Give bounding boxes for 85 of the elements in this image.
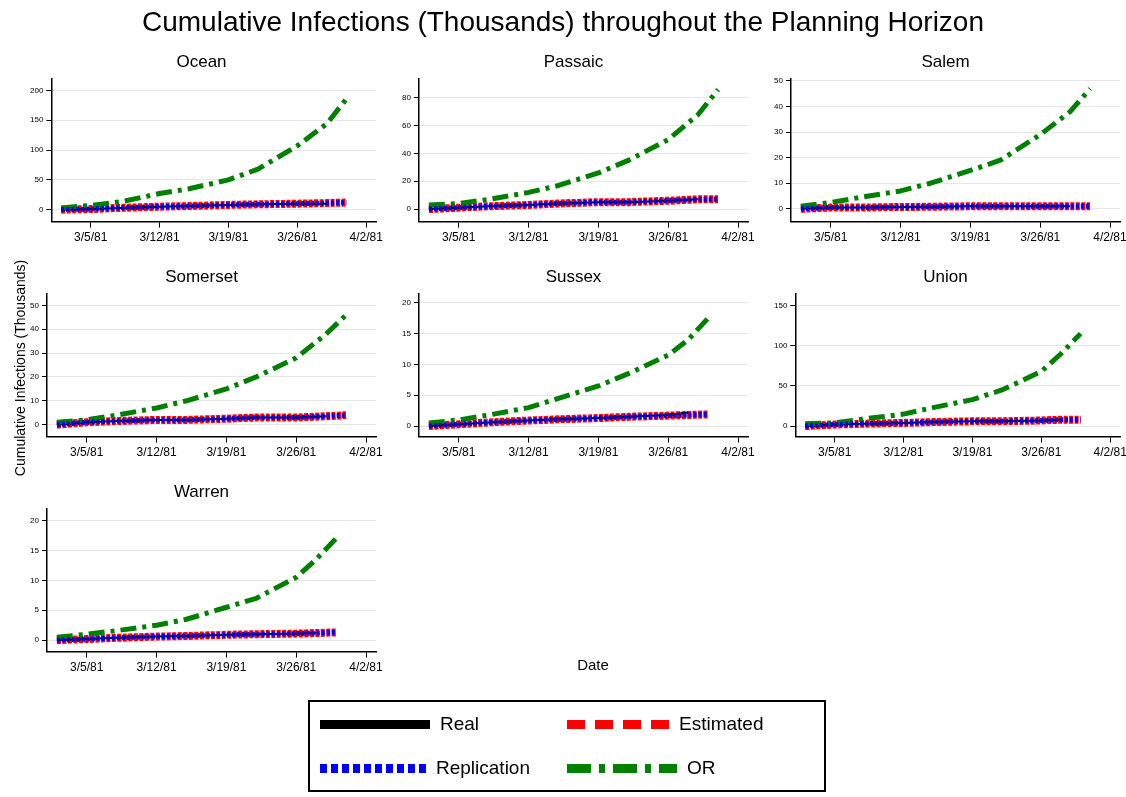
x-tick-label: 3/12/81 <box>136 445 177 460</box>
x-tick-label: 3/12/81 <box>880 230 921 245</box>
x-tick-label: 3/19/81 <box>208 230 249 245</box>
y-tick-label: 0 <box>406 421 412 431</box>
y-tick-label: 30 <box>29 348 40 358</box>
legend-label: Real <box>440 713 480 735</box>
x-tick-label: 3/26/81 <box>277 230 318 245</box>
y-tick-label: 200 <box>29 85 44 95</box>
y-tick-label: 20 <box>29 372 40 382</box>
chart-title: Warren <box>173 481 230 501</box>
chart-title: Union <box>923 266 968 286</box>
x-tick-label: 4/2/81 <box>1093 445 1126 460</box>
x-tick-label: 3/12/81 <box>508 445 549 460</box>
y-tick-label: 0 <box>34 419 40 429</box>
y-tick-label: 0 <box>406 204 412 214</box>
y-tick-label: 20 <box>773 152 784 162</box>
y-tick-label: 50 <box>778 381 788 391</box>
y-tick-label: 5 <box>406 390 412 400</box>
y-tick-label: 0 <box>38 204 44 214</box>
x-tick-label: 3/26/81 <box>276 445 317 460</box>
chart-title: Somerset <box>165 266 239 286</box>
y-tick-label: 10 <box>401 359 412 369</box>
x-tick-label: 3/26/81 <box>1020 230 1061 245</box>
y-tick-label: 40 <box>773 101 784 111</box>
chart-title: Sussex <box>545 266 602 286</box>
y-tick-label: 15 <box>401 328 412 338</box>
x-tick-label: 3/12/81 <box>883 445 924 460</box>
y-tick-label: 150 <box>29 115 44 125</box>
y-tick-label: 60 <box>401 120 412 130</box>
y-tick-label: 80 <box>401 93 412 103</box>
x-tick-label: 3/26/81 <box>648 230 689 245</box>
y-tick-label: 30 <box>773 127 784 137</box>
x-tick-label: 3/19/81 <box>206 445 247 460</box>
y-tick-label: 100 <box>773 340 788 350</box>
y-tick-label: 20 <box>401 297 412 307</box>
y-tick-label: 50 <box>29 300 40 310</box>
x-tick-label: 3/5/81 <box>70 445 104 460</box>
x-tick-label: 3/19/81 <box>950 230 991 245</box>
x-tick-label: 4/2/81 <box>349 445 384 460</box>
x-tick-label: 4/2/81 <box>721 445 756 460</box>
x-tick-label: 3/5/81 <box>74 230 108 245</box>
y-axis-title: Cumulative Infections (Thousands) <box>12 258 28 479</box>
legend-label: OR <box>687 757 716 779</box>
x-tick-label: 3/12/81 <box>139 230 180 245</box>
y-tick-label: 0 <box>34 635 40 645</box>
y-tick-label: 40 <box>29 324 40 334</box>
x-tick-label: 3/12/81 <box>136 660 177 675</box>
x-tick-label: 3/19/81 <box>578 445 619 460</box>
y-tick-label: 10 <box>29 396 40 405</box>
x-tick-label: 3/26/81 <box>276 660 317 675</box>
x-tick-label: 3/19/81 <box>578 230 619 245</box>
y-tick-label: 50 <box>34 175 44 185</box>
y-tick-label: 150 <box>773 300 788 310</box>
chart-title: Salem <box>921 51 970 71</box>
legend-label: Estimated <box>679 713 764 735</box>
x-tick-label: 4/2/81 <box>1093 230 1126 245</box>
legend-label: Replication <box>436 757 530 779</box>
x-tick-label: 4/2/81 <box>349 230 384 245</box>
x-tick-label: 3/26/81 <box>1021 445 1062 460</box>
x-tick-label: 4/2/81 <box>349 660 384 675</box>
x-tick-label: 3/5/81 <box>442 230 476 245</box>
text: Cumulative Infections (Thousands) throughout the Planning Horizon <box>140 6 985 38</box>
x-axis-title: Date <box>577 656 609 673</box>
y-tick-label: 5 <box>34 605 40 615</box>
x-tick-label: 3/12/81 <box>508 230 549 245</box>
y-tick-label: 0 <box>782 421 788 431</box>
x-tick-label: 4/2/81 <box>721 230 756 245</box>
y-tick-label: 40 <box>401 148 412 158</box>
x-tick-label: 3/19/81 <box>206 660 247 675</box>
y-tick-label: 20 <box>29 515 40 525</box>
x-tick-label: 3/5/81 <box>814 230 848 245</box>
y-tick-label: 50 <box>773 76 784 86</box>
x-tick-label: 3/5/81 <box>70 660 104 675</box>
chart-title: Ocean <box>176 51 227 71</box>
chart-title: Passaic <box>543 51 604 71</box>
y-tick-label: 0 <box>778 204 784 214</box>
y-tick-label: 10 <box>29 575 40 585</box>
y-tick-label: 10 <box>773 178 784 188</box>
y-tick-label: 15 <box>29 545 40 555</box>
x-tick-label: 3/19/81 <box>952 445 993 460</box>
x-tick-label: 3/26/81 <box>648 445 689 460</box>
x-tick-label: 3/5/81 <box>818 445 852 460</box>
y-tick-label: 20 <box>401 176 412 186</box>
y-tick-label: 100 <box>29 145 44 155</box>
x-tick-label: 3/5/81 <box>442 445 476 460</box>
